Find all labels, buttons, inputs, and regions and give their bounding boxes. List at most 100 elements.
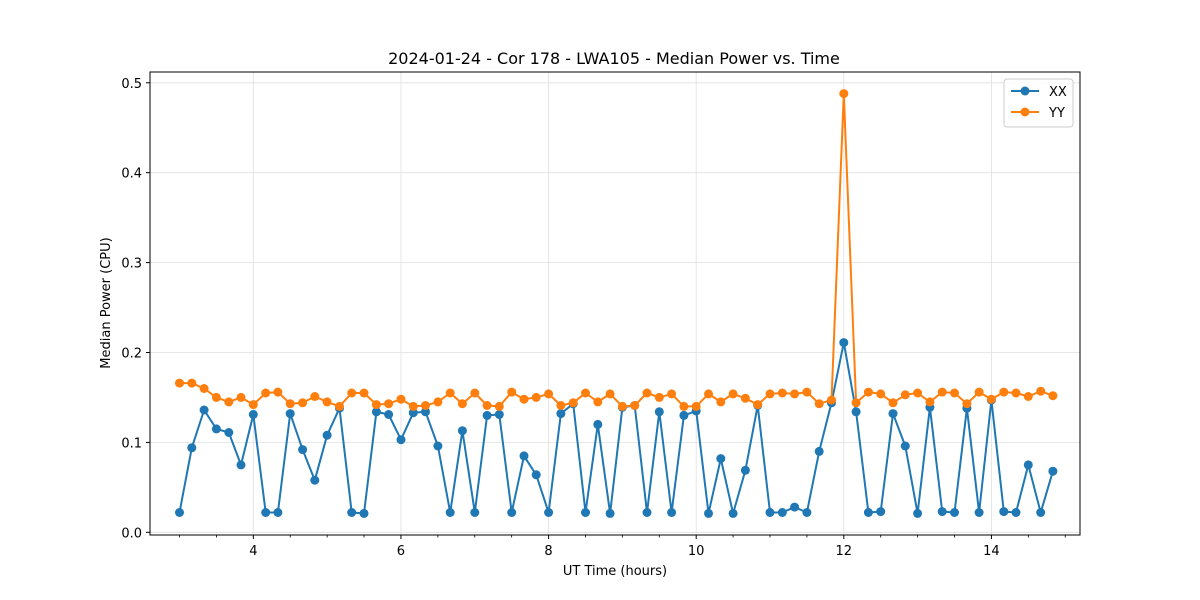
data-point-xx <box>519 451 529 461</box>
data-point-yy <box>371 400 381 410</box>
data-point-xx <box>679 410 689 420</box>
data-point-yy <box>851 398 861 408</box>
data-point-yy <box>925 397 935 407</box>
series-line-xx <box>178 341 1054 515</box>
legend: XX YY <box>1003 78 1074 128</box>
data-point-yy <box>667 389 677 399</box>
x-tick-label: 12 <box>836 544 853 559</box>
data-point-xx <box>322 430 332 440</box>
data-point-yy <box>839 89 849 99</box>
data-point-xx <box>1023 460 1033 470</box>
data-point-yy <box>827 395 836 405</box>
data-point-yy <box>740 393 750 403</box>
data-point-yy <box>728 389 738 399</box>
data-point-yy <box>298 398 308 408</box>
data-point-xx <box>642 508 652 517</box>
data-point-yy <box>765 389 775 399</box>
data-point-yy <box>581 388 590 398</box>
data-point-xx <box>261 508 271 517</box>
data-point-yy <box>679 401 689 411</box>
data-point-xx <box>704 508 713 518</box>
data-point-xx <box>1011 508 1021 517</box>
data-point-yy <box>962 399 972 409</box>
data-point-yy <box>470 388 480 398</box>
data-point-yy <box>556 401 566 410</box>
data-point-yy <box>175 378 184 388</box>
data-point-yy <box>285 399 295 409</box>
data-point-xx <box>1048 466 1058 476</box>
data-point-yy <box>568 398 578 408</box>
y-tick-label: 0.0 <box>121 526 142 541</box>
legend-marker-yy <box>1020 107 1030 117</box>
data-point-yy <box>814 399 824 409</box>
data-point-xx <box>384 410 394 419</box>
y-tick-label: 0.4 <box>121 167 142 182</box>
data-point-xx <box>310 475 320 485</box>
data-point-yy <box>544 389 554 399</box>
data-point-xx <box>851 407 861 417</box>
data-point-yy <box>359 388 369 398</box>
data-point-yy <box>273 387 283 397</box>
data-point-yy <box>408 401 418 411</box>
data-point-yy <box>224 397 234 407</box>
data-point-xx <box>900 441 910 451</box>
data-point-xx <box>728 508 738 518</box>
series-xx <box>175 338 1058 518</box>
data-point-yy <box>310 392 320 401</box>
data-point-yy <box>1023 392 1033 401</box>
data-point-xx <box>470 508 480 517</box>
data-point-yy <box>630 401 640 410</box>
data-point-yy <box>605 389 615 399</box>
data-point-yy <box>863 387 873 397</box>
data-point-xx <box>556 409 566 419</box>
grid-layer <box>150 72 1080 535</box>
data-point-yy <box>999 387 1009 397</box>
y-tick-label: 0.2 <box>121 346 142 361</box>
data-point-xx <box>876 507 886 517</box>
chart-title: 2024-01-24 - Cor 178 - LWA105 - Median P… <box>388 49 840 68</box>
data-point-yy <box>986 394 996 404</box>
data-point-xx <box>199 405 209 415</box>
data-point-xx <box>371 407 381 417</box>
legend-label-yy: YY <box>1048 106 1065 121</box>
data-point-yy <box>187 378 197 388</box>
x-tick-label: 8 <box>544 544 552 559</box>
data-point-yy <box>519 394 529 404</box>
data-point-xx <box>175 508 184 517</box>
data-point-yy <box>384 399 394 409</box>
data-point-xx <box>224 428 234 437</box>
legend-label-xx: XX <box>1049 85 1067 100</box>
data-point-xx <box>285 409 295 419</box>
data-point-yy <box>396 394 406 404</box>
data-point-xx <box>716 454 726 464</box>
data-point-xx <box>482 410 492 420</box>
data-point-xx <box>544 508 554 517</box>
data-point-xx <box>765 508 775 517</box>
data-point-xx <box>494 410 504 419</box>
data-point-xx <box>913 508 923 518</box>
data-point-yy <box>704 389 713 399</box>
x-tick-label: 10 <box>688 544 705 559</box>
x-tick-label: 14 <box>983 544 1000 559</box>
data-point-xx <box>347 508 357 517</box>
data-point-xx <box>999 507 1009 517</box>
data-point-yy <box>236 392 246 402</box>
data-point-xx <box>359 508 369 518</box>
data-point-yy <box>211 392 221 402</box>
tick-layer: 4 6 8 10 12 14 0.0 0.1 0.2 0.3 0.4 0.5 <box>121 77 1066 559</box>
y-axis-label: Median Power (CPU) <box>99 237 114 368</box>
data-point-yy <box>433 397 443 407</box>
data-point-yy <box>888 398 898 408</box>
data-point-yy <box>322 397 332 407</box>
data-point-xx <box>667 508 677 517</box>
series-layer <box>175 89 1058 518</box>
data-point-yy <box>642 388 652 398</box>
data-point-xx <box>236 460 246 470</box>
data-point-yy <box>1011 388 1021 398</box>
series-yy <box>175 89 1058 411</box>
data-point-yy <box>716 397 726 407</box>
data-point-yy <box>199 384 209 393</box>
data-point-xx <box>888 409 898 419</box>
data-point-yy <box>974 387 984 397</box>
